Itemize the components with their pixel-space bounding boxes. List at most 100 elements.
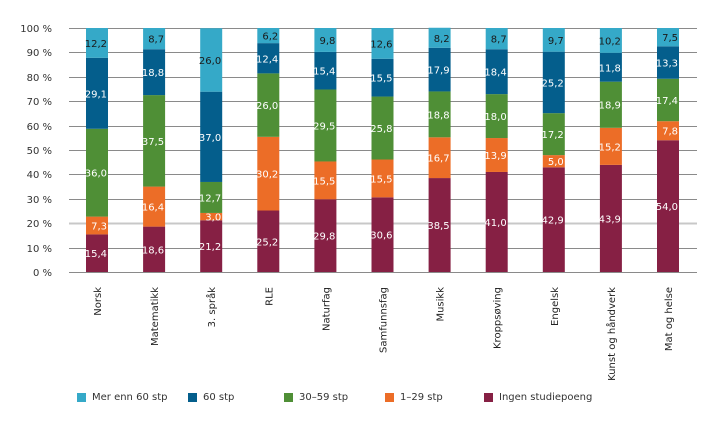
data-label: 7,3 <box>91 222 107 233</box>
bar-segment <box>428 137 451 179</box>
bar-segment <box>371 159 394 198</box>
data-label: 15,5 <box>313 176 335 187</box>
bar-segment <box>485 49 508 95</box>
data-label: 8,7 <box>148 35 164 46</box>
bar-segment <box>86 57 108 129</box>
data-label: 12,7 <box>199 193 221 204</box>
x-tick-label: Matematikk <box>150 287 161 346</box>
bar-segment <box>599 28 622 53</box>
legend-item: 1–29 stp <box>385 392 484 403</box>
x-tick-label: Norsk <box>93 287 104 316</box>
y-tick-label: 60 % <box>27 122 52 133</box>
data-label: 8,7 <box>491 35 507 46</box>
bar-stack: 29,8 15,5 29,5 15,4 9,8 <box>313 28 337 272</box>
data-label: 16,4 <box>142 203 164 214</box>
legend-swatch <box>188 393 197 402</box>
data-label: 29,5 <box>313 121 335 132</box>
y-tick-label: 0 % <box>33 268 52 279</box>
bar-segment <box>542 155 565 168</box>
data-label: 15,5 <box>370 74 392 85</box>
x-tick-label: Naturfag <box>321 287 332 331</box>
y-tick-label: 80 % <box>27 73 52 84</box>
data-label: 26,0 <box>256 101 278 112</box>
bar-segment <box>599 164 622 272</box>
bar-segment <box>371 96 394 160</box>
bar-segment <box>200 181 223 213</box>
legend-swatch <box>484 393 493 402</box>
bar-segment <box>657 46 679 79</box>
data-label: 16,7 <box>427 154 449 165</box>
bar-segment <box>314 161 337 200</box>
bar-stack: 25,2 30,2 26,0 12,4 6,2 <box>256 28 280 272</box>
data-label: 43,9 <box>599 214 621 225</box>
y-tick-label: 40 % <box>27 170 52 181</box>
legend-label: 1–29 stp <box>400 392 443 403</box>
y-tick-label: 70 % <box>27 97 52 108</box>
y-tick-label: 20 % <box>27 219 52 230</box>
y-axis: 0 % 10 % 20 % 30 % 40 % 50 % 60 % 70 % 80 % 90 % 1… <box>20 24 52 279</box>
x-tick-label: Samfunnsfag <box>379 287 390 353</box>
data-label: 37,5 <box>142 137 164 148</box>
bar-segment <box>257 136 280 211</box>
data-label: 17,4 <box>656 96 678 107</box>
bar-segment <box>200 212 223 221</box>
y-tick-label: 30 % <box>27 195 52 206</box>
data-label: 30,6 <box>370 231 392 242</box>
data-label: 29,8 <box>313 232 335 243</box>
bar-segment <box>257 210 280 272</box>
data-label: 8,2 <box>434 34 450 45</box>
x-tick-label: Kroppsøving <box>493 287 504 349</box>
bar-segment <box>428 91 451 138</box>
data-label: 13,9 <box>484 151 506 162</box>
data-label: 18,9 <box>599 101 621 112</box>
bar-segment <box>314 89 337 162</box>
data-label: 17,9 <box>427 66 449 77</box>
data-label: 15,2 <box>599 142 621 153</box>
bar-stack: 42,9 5,0 17,2 25,2 9,7 <box>542 28 565 272</box>
x-tick-label: Engelsk <box>550 287 561 326</box>
data-label: 30,2 <box>256 170 278 181</box>
bar-segment <box>314 28 337 52</box>
y-tick-label: 10 % <box>27 244 52 255</box>
bar-stack: 54,0 7,8 17,4 13,3 7,5 <box>656 28 679 272</box>
bar-segment <box>200 91 223 182</box>
bar-segment <box>485 94 508 139</box>
legend-item: 60 stp <box>188 392 284 403</box>
data-label: 9,8 <box>319 36 335 47</box>
bar-segment <box>257 43 280 74</box>
y-tick-label: 100 % <box>20 24 52 35</box>
legend-swatch <box>77 393 86 402</box>
legend-swatch <box>284 393 293 402</box>
x-tick-label: Kunst og håndverk <box>605 287 618 381</box>
bar-segment <box>485 138 508 172</box>
bar-stack: 38,5 16,7 18,8 17,9 8,2 <box>427 27 451 272</box>
legend-item: Mer enn 60 stp <box>77 392 188 403</box>
bar-segment <box>200 28 223 92</box>
bar-segment <box>200 220 223 272</box>
bar-segment <box>428 178 451 272</box>
bar-segment <box>257 28 280 44</box>
bar-segment <box>428 47 451 92</box>
data-label: 18,8 <box>427 110 449 121</box>
data-label: 18,8 <box>142 68 164 79</box>
data-label: 7,8 <box>662 127 678 138</box>
bar-segment <box>599 81 622 128</box>
data-label: 17,2 <box>542 130 564 141</box>
data-label: 18,0 <box>484 112 506 123</box>
data-label: 38,5 <box>427 221 449 232</box>
bar-segment <box>371 197 394 272</box>
data-label: 25,2 <box>542 78 564 89</box>
data-label: 12,6 <box>370 39 392 50</box>
x-axis: Norsk Matematikk 3. språk RLE Naturfag Samfun… <box>93 287 675 381</box>
data-label: 9,7 <box>548 36 564 47</box>
bar-stack: 30,6 15,5 25,8 15,5 12,6 <box>370 28 394 272</box>
data-label: 21,2 <box>199 242 221 253</box>
data-label: 26,0 <box>199 56 221 67</box>
bar-segment <box>485 28 508 50</box>
bar-stack: 21,2 3,0 12,7 37,0 26,0 <box>199 28 223 272</box>
data-label: 18,6 <box>142 245 164 256</box>
bar-segment <box>657 121 679 141</box>
data-label: 12,4 <box>256 54 278 65</box>
data-label: 37,0 <box>199 133 221 144</box>
